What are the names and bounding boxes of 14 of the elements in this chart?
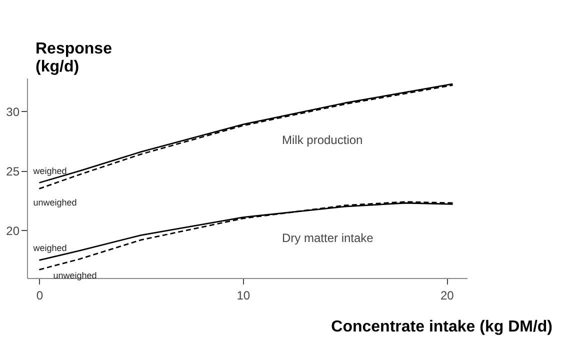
series-label: weighed: [32, 243, 67, 254]
y-tick-label: 20: [6, 224, 20, 238]
annotation: Dry matter intake: [282, 231, 374, 245]
y-tick-label: 25: [6, 164, 20, 178]
series-label: weighed: [32, 166, 67, 176]
x-tick-label: 10: [236, 288, 250, 302]
y-axis-title: Response (kg/d): [36, 40, 112, 76]
x-tick-label: 20: [440, 288, 454, 302]
series-label: unweighed: [53, 270, 97, 281]
series-label: unweighed: [33, 198, 77, 208]
x-axis-title: Concentrate intake (kg DM/d): [331, 318, 552, 336]
y-tick-label: 30: [6, 104, 20, 119]
annotation: Milk production: [282, 133, 363, 147]
x-tick-label: 0: [36, 288, 44, 302]
